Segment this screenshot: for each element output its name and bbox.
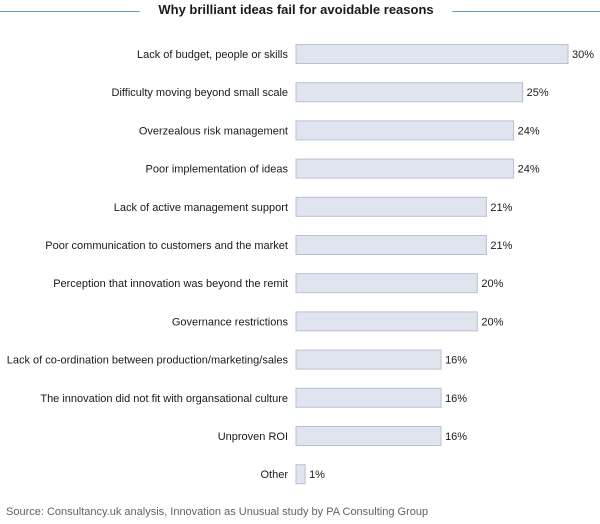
bar-row: Other 1%	[260, 464, 325, 485]
bar	[295, 235, 487, 255]
bar-row: The innovation did not fit with organsat…	[40, 387, 467, 408]
bar	[295, 464, 306, 485]
bar	[295, 120, 515, 141]
category-label: Perception that innovation was beyond th…	[53, 278, 288, 290]
value-label: 21%	[490, 240, 512, 252]
bar	[295, 426, 442, 446]
bar-row: Governance restrictions 20%	[172, 311, 504, 332]
value-label: 1%	[309, 469, 325, 481]
bar	[295, 44, 569, 64]
bar	[295, 311, 478, 332]
value-label: 20%	[481, 316, 503, 328]
value-label: 24%	[518, 164, 540, 176]
bar	[295, 196, 487, 217]
bar-row: Lack of co-ordination between production…	[7, 349, 467, 370]
category-label: Lack of co-ordination between production…	[7, 355, 289, 367]
category-label: Other	[260, 469, 288, 481]
value-label: 16%	[445, 355, 467, 367]
value-label: 16%	[445, 431, 467, 443]
category-label: Unproven ROI	[218, 431, 288, 443]
category-label: Governance restrictions	[172, 316, 289, 328]
bar-row: Lack of budget, people or skills 30%	[137, 44, 594, 64]
value-label: 30%	[572, 49, 594, 61]
bar-row: Lack of active management support 21%	[114, 196, 513, 217]
value-label: 24%	[518, 125, 540, 137]
bar	[295, 349, 442, 370]
value-label: 20%	[481, 278, 503, 290]
source-note: Source: Consultancy.uk analysis, Innovat…	[6, 506, 429, 518]
category-label: The innovation did not fit with organsat…	[40, 393, 288, 405]
bar-row: Perception that innovation was beyond th…	[53, 273, 504, 294]
bar-row: Unproven ROI 16%	[218, 426, 467, 446]
bar	[295, 82, 524, 103]
chart-title: Why brilliant ideas fail for avoidable r…	[158, 2, 434, 17]
bar	[295, 158, 515, 179]
bar-row: Poor implementation of ideas 24%	[146, 158, 540, 179]
value-label: 21%	[490, 202, 512, 214]
bar-chart: Lack of budget, people or skills 30% Diffi…	[7, 44, 594, 485]
category-label: Lack of budget, people or skills	[137, 49, 289, 61]
title-rule-right	[452, 11, 600, 12]
bar-row: Poor communication to customers and the …	[45, 235, 513, 255]
category-label: Lack of active management support	[114, 202, 288, 214]
category-label: Overzealous risk management	[139, 125, 288, 137]
category-label: Poor communication to customers and the …	[45, 240, 288, 252]
bar	[295, 387, 442, 408]
bar	[295, 273, 478, 294]
chart-title-row: Why brilliant ideas fail for avoidable r…	[0, 0, 600, 22]
value-label: 25%	[527, 87, 549, 99]
bar-row: Difficulty moving beyond small scale 25%	[112, 82, 549, 103]
value-label: 16%	[445, 393, 467, 405]
bar-row: Overzealous risk management 24%	[139, 120, 540, 141]
title-rule-left	[0, 11, 140, 12]
category-label: Poor implementation of ideas	[146, 164, 289, 176]
category-label: Difficulty moving beyond small scale	[112, 87, 288, 99]
